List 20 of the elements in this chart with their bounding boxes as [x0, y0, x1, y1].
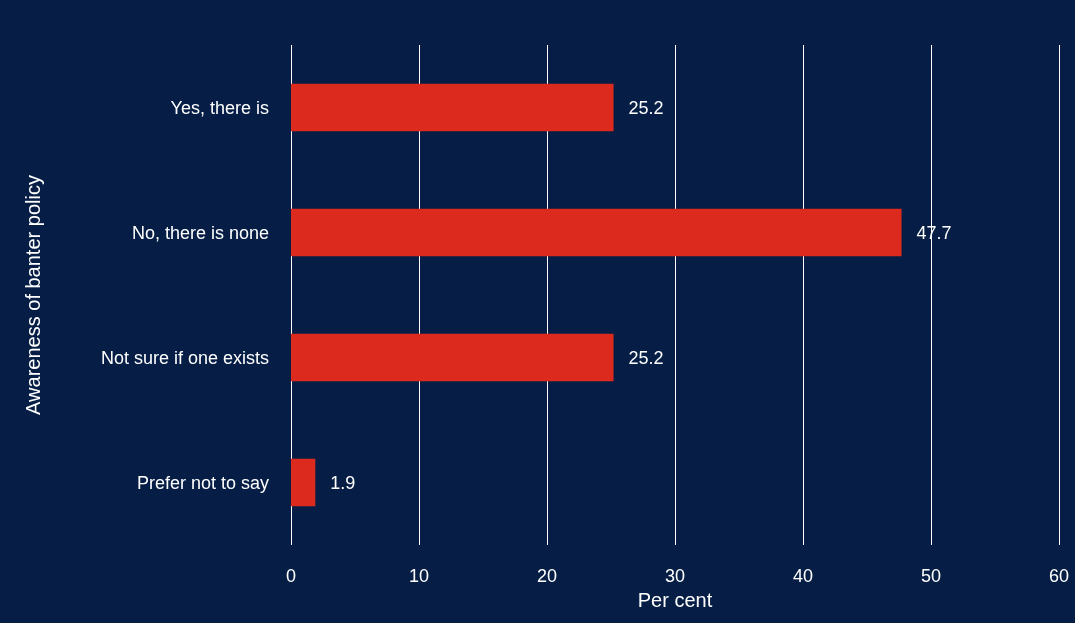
- y-tick-label: No, there is none: [131, 222, 269, 243]
- bar: [291, 208, 902, 257]
- x-tick-label: 10: [408, 566, 430, 586]
- x-tick-label: 40: [792, 566, 814, 586]
- x-tick-label: 20: [536, 566, 558, 586]
- bar: [291, 83, 614, 132]
- data-label: 25.2: [628, 347, 664, 368]
- y-tick-label: Yes, there is: [170, 97, 269, 118]
- y-axis-title: Awareness of banter policy: [22, 175, 44, 415]
- y-tick-label: Prefer not to say: [136, 472, 269, 493]
- x-axis-title: Per cent: [637, 588, 713, 611]
- x-tick-label: 30: [664, 566, 686, 586]
- bar: [291, 333, 614, 382]
- y-tick-label: Not sure if one exists: [100, 347, 269, 368]
- bar: [291, 458, 316, 507]
- data-label: 25.2: [628, 97, 664, 118]
- x-tick-label: 60: [1048, 566, 1070, 586]
- data-label: 1.9: [330, 472, 356, 493]
- x-tick-label: 50: [920, 566, 942, 586]
- x-tick-label: 0: [285, 566, 297, 586]
